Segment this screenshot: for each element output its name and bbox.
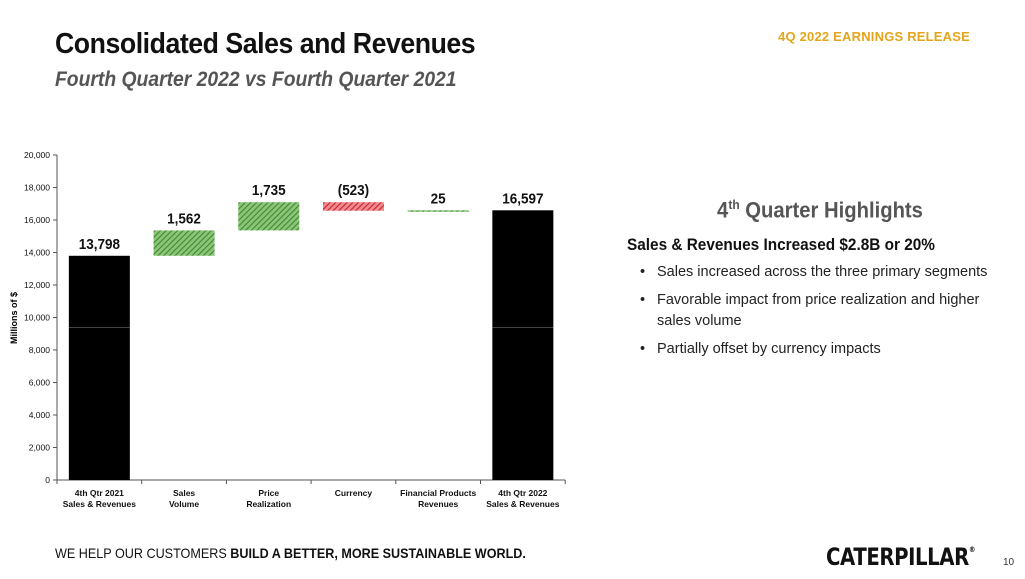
y-tick-label: 14,000 bbox=[24, 248, 50, 258]
highlight-bullet: Sales increased across the three primary… bbox=[640, 262, 1000, 283]
bars bbox=[68, 202, 554, 480]
y-tick-label: 12,000 bbox=[24, 280, 50, 290]
bar-increase bbox=[407, 210, 469, 212]
x-tick-label: Revenues bbox=[418, 499, 458, 509]
highlight-bullet: Favorable impact from price realization … bbox=[640, 290, 1000, 332]
data-label: 16,597 bbox=[502, 191, 543, 208]
page-number: 10 bbox=[1003, 557, 1015, 568]
y-tick-label: 6,000 bbox=[29, 378, 51, 388]
y-tick-label: 20,000 bbox=[24, 150, 50, 160]
page-title: Consolidated Sales and Revenues bbox=[55, 28, 476, 60]
y-tick-label: 8,000 bbox=[29, 345, 51, 355]
footer-tagline: WE HELP OUR CUSTOMERS BUILD A BETTER, MO… bbox=[55, 545, 526, 561]
bar-total bbox=[492, 210, 554, 480]
y-tick-label: 0 bbox=[45, 475, 50, 485]
data-label: 25 bbox=[431, 191, 446, 208]
y-axis-label: Millions of $ bbox=[9, 292, 19, 344]
caterpillar-logo: CATERPILLAR® bbox=[826, 543, 976, 571]
highlight-bullet: Partially offset by currency impacts bbox=[640, 339, 1000, 360]
data-label: (523) bbox=[338, 183, 370, 200]
highlights-list: Sales increased across the three primary… bbox=[640, 262, 1000, 367]
bar-increase bbox=[153, 230, 215, 256]
y-tick-label: 16,000 bbox=[24, 215, 50, 225]
waterfall-chart: 0 2,000 4,000 6,000 8,000 10,000 12,000 14,000 1… bbox=[9, 150, 566, 509]
y-tick-label: 18,000 bbox=[24, 183, 50, 193]
x-tick-label: 4th Qtr 2022 bbox=[498, 488, 547, 498]
bar-total bbox=[68, 255, 130, 480]
x-tick-label: Sales & Revenues bbox=[63, 499, 137, 509]
x-tick-label: Currency bbox=[335, 488, 373, 498]
x-tick-label: Realization bbox=[246, 499, 291, 509]
x-tick-label: Volume bbox=[169, 499, 199, 509]
bar-decrease bbox=[322, 202, 384, 211]
y-tick-label: 2,000 bbox=[29, 443, 51, 453]
x-tick-label: Sales bbox=[173, 488, 195, 498]
highlights-subheading: Sales & Revenues Increased $2.8B or 20% bbox=[627, 236, 935, 254]
data-label: 1,735 bbox=[252, 183, 286, 200]
y-tick-label: 4,000 bbox=[29, 410, 51, 420]
y-axis: 0 2,000 4,000 6,000 8,000 10,000 12,000 14,000 1… bbox=[24, 150, 566, 485]
x-tick-label: Financial Products bbox=[400, 488, 476, 498]
bar-increase bbox=[238, 202, 300, 231]
x-tick-label: Sales & Revenues bbox=[486, 499, 560, 509]
x-tick-label: 4th Qtr 2021 bbox=[75, 488, 124, 498]
data-label: 13,798 bbox=[79, 236, 120, 253]
data-label: 1,562 bbox=[167, 211, 201, 228]
x-tick-label: Price bbox=[258, 488, 279, 498]
y-tick-label: 10,000 bbox=[24, 313, 50, 323]
page-subtitle: Fourth Quarter 2022 vs Fourth Quarter 20… bbox=[55, 68, 457, 91]
highlights-title: 4th Quarter Highlights bbox=[717, 197, 923, 223]
data-labels: 13,798 1,562 1,735 (523) 25 16,597 bbox=[79, 183, 544, 253]
release-label: 4Q 2022 EARNINGS RELEASE bbox=[778, 29, 970, 44]
